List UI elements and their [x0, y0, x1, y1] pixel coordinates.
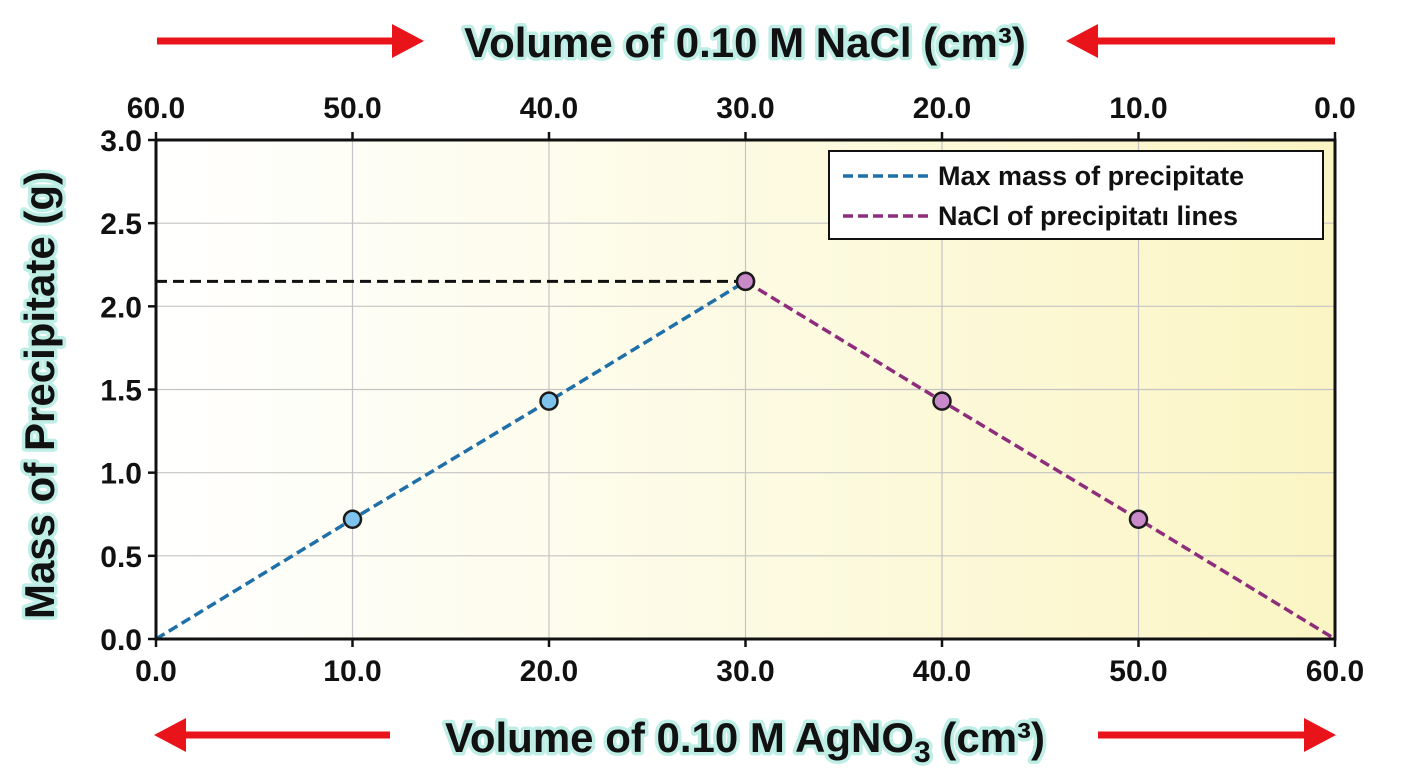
legend-box	[828, 150, 1324, 240]
data-point-marker	[342, 509, 363, 529]
x-tick-label: 40.0	[913, 655, 971, 688]
data-point-marker	[932, 391, 952, 411]
x-tick-label: 0.0	[135, 655, 177, 688]
top-tick-label: 10.0	[1109, 92, 1167, 125]
y-tick-label: 1.0	[100, 458, 142, 491]
y-tick-label: 1.5	[100, 375, 142, 408]
y-tick-label: 2.5	[100, 208, 142, 241]
y-tick-label: 2.0	[100, 291, 142, 324]
legend-label-max-mass: Max mass of precipitate	[938, 161, 1244, 191]
top-arrow-right-head	[392, 24, 424, 58]
y-tick-label: 0.5	[100, 541, 142, 574]
x-tick-label: 60.0	[1306, 655, 1364, 688]
x-tick-label: 10.0	[323, 655, 381, 688]
bottom-axis-title-main: Volume of 0.10 M AgNO	[445, 714, 914, 761]
legend: Max mass of precipitate NaCl of precipit…	[828, 150, 1324, 240]
top-axis-title: Volume of 0.10 M NaCl (cm³)	[464, 19, 1026, 66]
series-group	[155, 271, 1336, 641]
data-point-marker	[735, 271, 756, 292]
top-tick-label: 50.0	[323, 92, 381, 125]
x-tick-label: 20.0	[520, 655, 578, 688]
bottom-axis-title-sub: 3	[914, 736, 931, 768]
bottom-axis-title-tail: (cm³)	[931, 714, 1045, 761]
bottom-arrow-right-head	[1304, 718, 1336, 752]
top-tick-label: 20.0	[913, 92, 971, 125]
top-tick-label: 0.0	[1314, 92, 1356, 125]
x-tick-label: 30.0	[716, 655, 774, 688]
y-tick-label: 3.0	[100, 125, 142, 158]
top-tick-label: 30.0	[716, 92, 774, 125]
bottom-axis-arrows	[154, 718, 1336, 752]
data-point-marker	[539, 391, 559, 411]
y-axis-title: Mass of Precipitate (g)	[16, 171, 63, 619]
legend-label-nacl: NaCl of precipitatı lines	[938, 201, 1238, 231]
top-axis-arrows	[157, 24, 1335, 58]
top-arrow-left-head	[1066, 24, 1098, 58]
top-tick-label: 60.0	[127, 92, 185, 125]
bottom-arrow-left-head	[154, 718, 186, 752]
data-point-marker	[1128, 509, 1149, 529]
series-line-1	[744, 279, 1336, 641]
bottom-axis-title: Volume of 0.10 M AgNO3 (cm³)	[445, 714, 1045, 768]
x-tick-label: 50.0	[1109, 655, 1167, 688]
top-tick-label: 40.0	[520, 92, 578, 125]
ticks-group: 0.0 10.0 20.0 30.0 40.0 50.0 60.0 60.0 50.0 40.0 3…	[100, 92, 1364, 688]
series-line-0	[155, 279, 747, 641]
y-tick-label: 0.0	[100, 624, 142, 657]
